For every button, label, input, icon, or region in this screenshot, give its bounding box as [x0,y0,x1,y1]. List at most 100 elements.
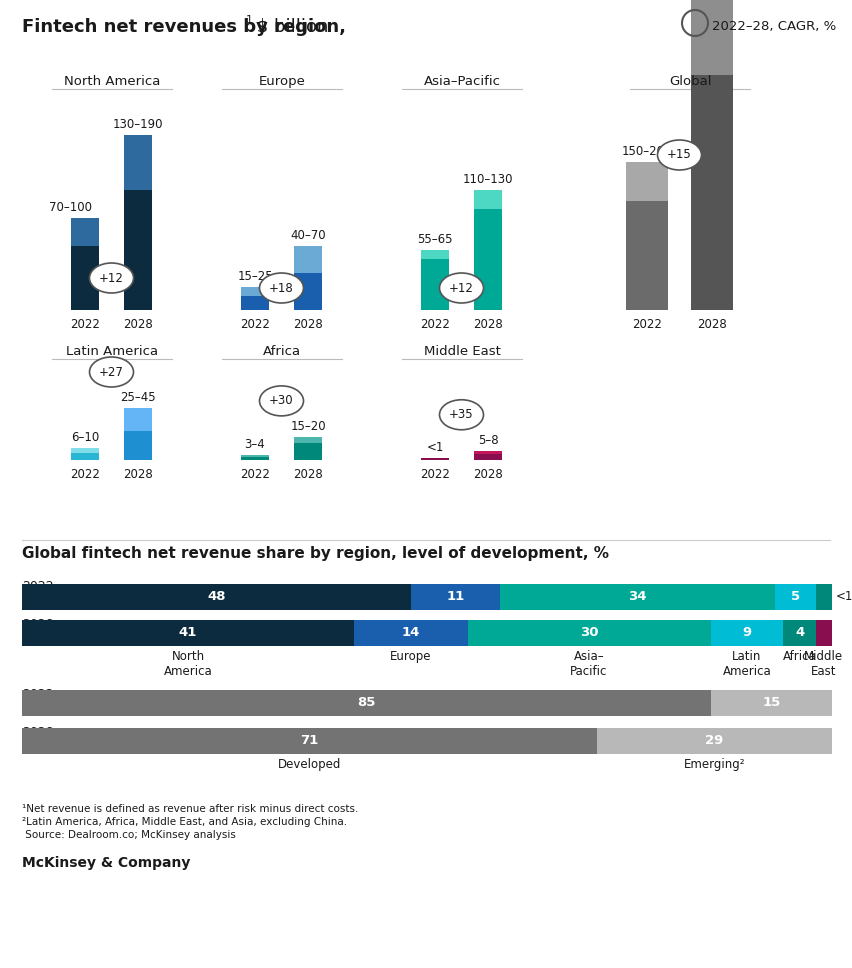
Text: 2022: 2022 [22,688,54,701]
Text: +12: +12 [449,282,474,294]
Bar [468,620,711,646]
Text: Global fintech net revenue share by region, level of development, %: Global fintech net revenue share by regi… [22,546,609,561]
Text: Latin
America: Latin America [722,650,771,678]
Text: 15: 15 [763,697,780,710]
Bar [783,620,816,646]
Text: +18: +18 [269,282,294,294]
Bar [294,273,322,310]
Ellipse shape [260,273,303,303]
Bar [775,584,816,610]
Text: 2028: 2028 [697,318,727,331]
Ellipse shape [658,140,701,170]
Text: 11: 11 [446,590,464,603]
Ellipse shape [89,357,134,387]
Text: +27: +27 [99,366,124,378]
Text: <1: <1 [426,441,444,454]
Text: 5–8: 5–8 [478,434,498,447]
Bar [294,437,322,442]
Bar [421,250,449,259]
Text: Asia–
Pacific: Asia– Pacific [570,650,607,678]
Text: 2028: 2028 [22,726,54,739]
Text: 4: 4 [795,626,804,640]
Text: 34: 34 [629,590,647,603]
Bar [711,690,832,716]
Bar [22,620,354,646]
Text: ²Latin America, Africa, Middle East, and Asia, excluding China.: ²Latin America, Africa, Middle East, and… [22,817,347,827]
Text: +15: +15 [667,148,692,162]
Bar [71,448,99,453]
Text: 6–10: 6–10 [71,432,99,444]
Bar [816,620,832,646]
Bar [474,454,502,460]
Text: Africa: Africa [263,345,301,358]
Bar [597,728,832,754]
Ellipse shape [89,263,134,293]
Ellipse shape [440,400,483,430]
Bar [71,453,99,460]
Ellipse shape [260,386,303,416]
Bar [354,620,468,646]
Text: 150–205: 150–205 [622,144,672,158]
Bar [474,451,502,454]
Bar [294,442,322,460]
Bar [22,690,711,716]
Text: 15–25: 15–25 [237,270,273,283]
Text: 2022: 2022 [70,318,100,331]
Text: Developed: Developed [278,758,342,771]
Text: 110–130: 110–130 [463,173,513,186]
Text: 2028: 2028 [473,468,503,481]
Text: Africa: Africa [783,650,816,663]
Text: +12: +12 [99,271,124,285]
Text: Europe: Europe [258,75,305,88]
Text: 130–190: 130–190 [112,118,164,131]
Text: North
America: North America [164,650,212,678]
Text: North America: North America [64,75,160,88]
Text: Emerging²: Emerging² [684,758,746,771]
Text: Latin America: Latin America [66,345,158,358]
Text: 85: 85 [357,697,376,710]
Text: 2022: 2022 [420,468,450,481]
Bar [22,728,597,754]
Text: 2028: 2028 [293,468,323,481]
Ellipse shape [440,273,483,303]
Bar [124,191,152,310]
Text: 55–65: 55–65 [417,233,452,246]
Text: 2022: 2022 [240,318,270,331]
Text: 70–100: 70–100 [49,201,93,214]
Bar [241,287,269,296]
Text: ¹Net revenue is defined as revenue after risk minus direct costs.: ¹Net revenue is defined as revenue after… [22,804,359,814]
Text: 2028: 2028 [293,318,323,331]
Text: 2028: 2028 [22,618,54,631]
Text: Global: Global [669,75,711,88]
Bar [22,584,411,610]
Bar [500,584,775,610]
Text: <1: <1 [836,590,852,603]
Bar [124,408,152,431]
Text: 29: 29 [705,735,723,747]
Bar [626,162,668,201]
Text: 40–70: 40–70 [291,228,325,242]
Bar [421,259,449,310]
Text: 25–45: 25–45 [120,391,156,404]
Bar [474,209,502,310]
Bar [691,0,733,75]
Bar [816,584,832,610]
Bar [241,455,269,457]
Text: 2022: 2022 [240,468,270,481]
Text: 2028: 2028 [124,468,153,481]
Text: +30: +30 [269,394,294,408]
Bar [241,296,269,310]
Text: 1: 1 [246,15,253,25]
Bar [294,246,322,273]
Bar [691,75,733,310]
Bar [411,584,500,610]
Text: Fintech net revenues by region,: Fintech net revenues by region, [22,18,346,36]
Text: Middle
East: Middle East [804,650,843,678]
Bar [71,218,99,246]
Text: Source: Dealroom.co; McKinsey analysis: Source: Dealroom.co; McKinsey analysis [22,830,236,840]
Bar [241,457,269,460]
Bar [124,135,152,191]
Text: 2022: 2022 [22,580,54,593]
Text: Middle East: Middle East [423,345,500,358]
Text: 9: 9 [742,626,751,640]
